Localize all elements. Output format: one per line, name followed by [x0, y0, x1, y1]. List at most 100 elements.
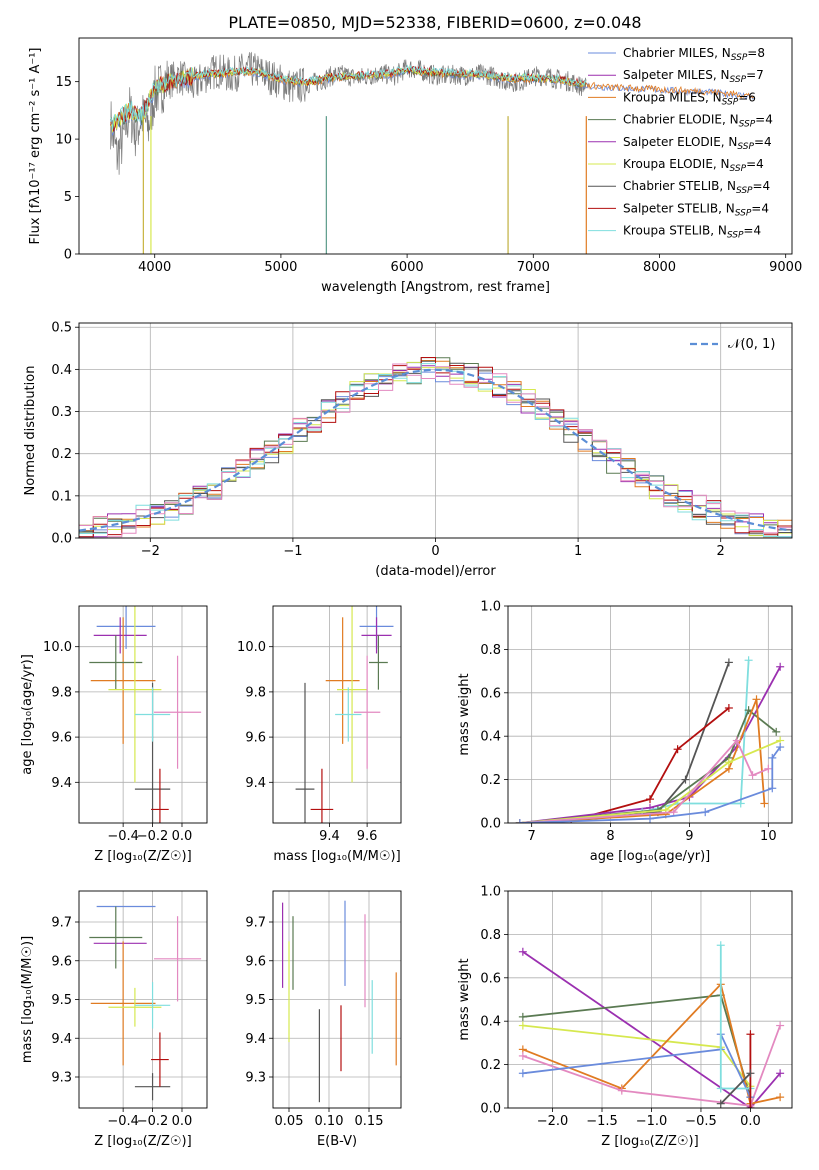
x-tick-label: 0.05 — [275, 1114, 304, 1129]
y-tick-label: 0.2 — [480, 1058, 501, 1073]
y-tick-label: 9.6 — [245, 731, 266, 746]
model-spectrum-line — [110, 64, 587, 130]
legend-label: Salpeter ELODIE, N — [623, 135, 737, 149]
legend-rest: =4 — [754, 135, 772, 149]
panel-age-vs-Z: −0.4−0.2 0.0 9.4 9.6 9.8 10.0 Z [log₁₀(Z/Z☉)] a… — [20, 605, 208, 864]
legend-sub: SSP — [730, 164, 747, 174]
x-axis-label: Z [log₁₀(Z/Z☉)] — [601, 1134, 698, 1149]
x-tick-label: −0.2 — [137, 1114, 169, 1129]
grid — [508, 605, 792, 824]
ticks: −0.4−0.2 0.0 9.4 9.6 9.8 10.0 — [43, 640, 192, 844]
x-tick-label: −0.2 — [137, 829, 169, 844]
axes-frame — [78, 890, 208, 1109]
y-tick-label: 9.5 — [245, 993, 266, 1008]
x-tick-label: 9.4 — [319, 829, 340, 844]
x-tick-label: −2.0 — [537, 1114, 569, 1129]
y-tick-label: 9.6 — [51, 731, 72, 746]
y-tick-label: 0.8 — [480, 928, 501, 943]
panel-spectrum: 4000 5000 6000 7000 8000 9000 0 5 10 15 wavelength… — [28, 37, 802, 295]
legend-sub: SSP — [735, 208, 752, 218]
figure-title: PLATE=0850, MJD=52338, FIBERID=0600, z=0… — [228, 13, 641, 32]
x-tick-label: 9000 — [769, 260, 802, 275]
x-tick-label: −0.4 — [107, 829, 139, 844]
y-tick-label: 0.4 — [51, 363, 72, 378]
ticks: −2 −1 0 1 2 0.0 0.1 0.2 0.3 0.4 0.5 — [51, 321, 725, 559]
x-tick-label: 4000 — [138, 260, 171, 275]
plot-area — [282, 900, 397, 1103]
ticks: −0.4−0.2 0.0 9.3 9.4 9.5 9.6 9.7 — [51, 916, 192, 1130]
legend-rest: =4 — [743, 224, 761, 238]
y-tick-label: 9.5 — [51, 993, 72, 1008]
x-tick-label: 0.15 — [355, 1114, 384, 1129]
y-axis-label: Flux [fλ10⁻¹⁷ erg cm⁻² s⁻¹ A⁻¹] — [28, 48, 43, 245]
mass-weight-line — [720, 1072, 752, 1105]
legend-entry: Chabrier ELODIE, NSSP=4 — [623, 113, 773, 130]
axes-frame — [507, 890, 793, 1109]
y-tick-label: 0 — [64, 248, 72, 263]
legend-entry: Kroupa MILES, NSSP=6 — [623, 90, 756, 107]
x-tick-label: 7000 — [517, 260, 550, 275]
y-tick-label: 9.3 — [51, 1071, 72, 1086]
x-tick-label: 2 — [717, 544, 725, 559]
x-tick-label: −1 — [283, 544, 302, 559]
legend-entry: Kroupa STELIB, NSSP=4 — [623, 224, 761, 241]
mass-weight-line — [519, 708, 777, 823]
legend-rest: =4 — [751, 201, 769, 215]
x-tick-label: 0 — [431, 544, 439, 559]
x-tick-label: 9 — [685, 829, 693, 844]
plot-area — [295, 606, 394, 823]
plot-area — [89, 606, 202, 823]
y-tick-label: 0.0 — [480, 1102, 501, 1117]
legend-sub: SSP — [722, 97, 739, 107]
mass-weight-line — [522, 1024, 752, 1087]
observed-spectrum-line — [110, 51, 587, 175]
legend-entry: Salpeter MILES, NSSP=7 — [623, 68, 764, 85]
y-tick-label: 1.0 — [480, 885, 501, 900]
y-axis-label: age [log₁₀(age/yr)] — [20, 654, 35, 775]
y-axis-label: Normed distribution — [23, 366, 38, 496]
legend-entry: Salpeter STELIB, NSSP=4 — [623, 201, 769, 218]
x-tick-label: 7 — [528, 829, 536, 844]
ticks: 7 8 9 10 0.0 0.2 0.4 0.6 0.8 1.0 — [480, 600, 776, 845]
y-tick-label: 9.4 — [245, 1032, 266, 1047]
y-tick-label: 9.4 — [51, 776, 72, 791]
y-tick-label: 15 — [55, 75, 72, 90]
mass-weight-line — [522, 1033, 752, 1098]
x-tick-label: −1.0 — [636, 1114, 668, 1129]
y-tick-label: 0.4 — [480, 1015, 501, 1030]
model-spectrum-line — [110, 65, 587, 132]
y-tick-label: 0.6 — [480, 686, 501, 701]
y-axis-label: mass weight — [457, 673, 472, 755]
legend-sub: SSP — [739, 120, 756, 130]
legend-label: Salpeter STELIB, N — [623, 201, 735, 215]
y-tick-label: 10.0 — [43, 640, 72, 655]
y-tick-label: 9.7 — [51, 916, 72, 931]
legend-sub: SSP — [736, 186, 753, 196]
grid — [79, 891, 207, 1108]
x-axis-label: (data-model)/error — [375, 564, 496, 579]
legend-label: Chabrier MILES, N — [623, 46, 731, 60]
y-tick-label: 0.3 — [51, 405, 72, 420]
x-tick-label: 0.10 — [315, 1114, 344, 1129]
axes-frame — [507, 605, 793, 824]
mass-weight-line — [519, 707, 730, 823]
normal-distribution-curve — [79, 368, 792, 532]
y-tick-label: 0.0 — [51, 532, 72, 547]
axes-frame — [78, 322, 793, 539]
panel-mass-weight-vs-Z: −2.0 −1.5 −1.0 −0.5 0.0 0.0 0.2 0.4 0.6 0.8 1.0 Z [… — [457, 885, 793, 1149]
ticks: −2.0 −1.5 −1.0 −0.5 0.0 0.0 0.2 0.4 0.6 0.8 1.0 — [480, 885, 760, 1130]
plot-area — [110, 51, 754, 254]
legend-rest: =7 — [746, 68, 764, 82]
legend-label: Chabrier STELIB, N — [623, 179, 736, 193]
x-axis-label: Z [log₁₀(Z/Z☉)] — [94, 1134, 191, 1149]
y-tick-label: 0.5 — [51, 321, 72, 336]
y-tick-label: 0.6 — [480, 971, 501, 986]
x-tick-label: −0.5 — [685, 1114, 717, 1129]
y-tick-label: 0.2 — [480, 773, 501, 788]
legend-sub: SSP — [730, 75, 747, 85]
legend-rest: =4 — [755, 113, 773, 127]
x-tick-label: 0.0 — [172, 829, 193, 844]
panel-mass-vs-Z: −0.4−0.2 0.0 9.3 9.4 9.5 9.6 9.7 Z [log₁₀(Z/Z☉)… — [20, 890, 208, 1149]
legend-label: Kroupa ELODIE, N — [623, 157, 730, 171]
